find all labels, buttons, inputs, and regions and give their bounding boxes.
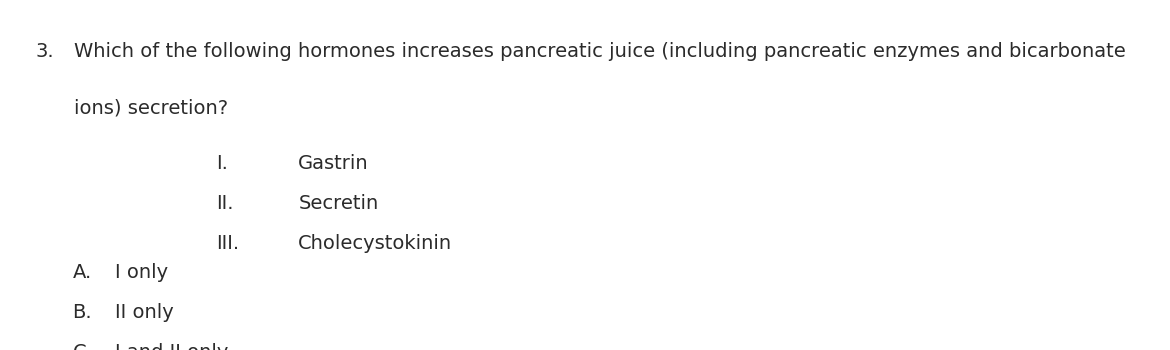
Text: Gastrin: Gastrin: [298, 154, 369, 173]
Text: III.: III.: [216, 234, 240, 253]
Text: I only: I only: [115, 262, 167, 281]
Text: 3.: 3.: [35, 42, 54, 61]
Text: C.: C.: [73, 343, 92, 350]
Text: B.: B.: [73, 303, 92, 322]
Text: I.: I.: [216, 154, 228, 173]
Text: A.: A.: [73, 262, 91, 281]
Text: ions) secretion?: ions) secretion?: [74, 98, 228, 117]
Text: II.: II.: [216, 194, 234, 213]
Text: Which of the following hormones increases pancreatic juice (including pancreatic: Which of the following hormones increase…: [74, 42, 1126, 61]
Text: I and II only: I and II only: [115, 343, 228, 350]
Text: II only: II only: [115, 303, 173, 322]
Text: Secretin: Secretin: [298, 194, 379, 213]
Text: Cholecystokinin: Cholecystokinin: [298, 234, 453, 253]
